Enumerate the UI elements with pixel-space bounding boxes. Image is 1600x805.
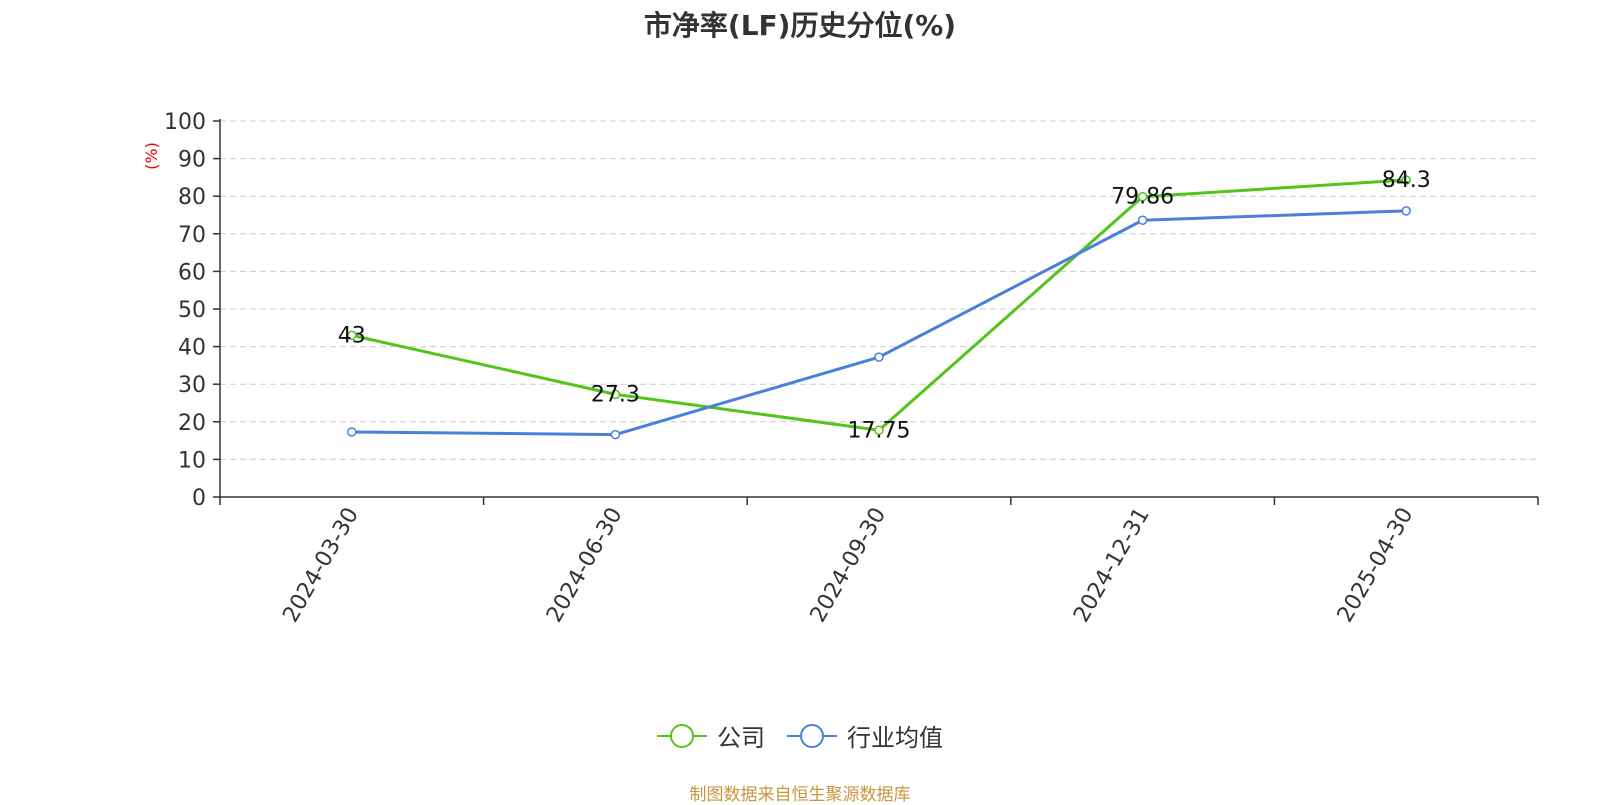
data-point-series-1 [1137, 215, 1148, 226]
data-point-series-0 [1137, 191, 1148, 202]
x-tick-label: 2024-12-31 [1069, 504, 1155, 627]
legend-label-industry-average: 行业均值 [847, 724, 943, 752]
y-tick-label: 90 [178, 148, 206, 173]
y-tick-label: 100 [164, 110, 206, 135]
y-tick-label: 50 [178, 298, 206, 323]
data-label: 43 [338, 323, 366, 348]
y-tick-label: 30 [178, 373, 206, 398]
x-tick-label: 2025-04-30 [1333, 504, 1419, 627]
chart-title: 市净率(LF)历史分位(%) [643, 9, 957, 42]
data-point-series-0 [874, 425, 884, 436]
data-point-series-0 [347, 330, 357, 341]
legend-label-company: 公司 [717, 724, 765, 752]
legend-swatch-company-icon [657, 723, 707, 748]
source-note: 制图数据来自恒生聚源数据库 [689, 785, 911, 805]
data-point-series-1 [874, 352, 884, 362]
data-label: 27.3 [591, 382, 640, 407]
y-tick-label: 20 [178, 411, 206, 436]
data-label: 84.3 [1382, 168, 1431, 193]
data-point-series-0 [610, 389, 621, 400]
data-label: 79.86 [1111, 185, 1174, 210]
data-point-series-1 [610, 429, 621, 440]
y-tick-label: 40 [178, 336, 206, 361]
x-tick-label: 2024-09-30 [806, 504, 892, 627]
y-axis-label: (%) [142, 142, 161, 170]
y-tick-label: 70 [178, 223, 206, 248]
legend-item-industry-average[interactable]: 行业均值 [787, 718, 943, 753]
y-tick-label: 80 [178, 185, 206, 210]
data-point-series-0 [1401, 175, 1411, 185]
data-label: 17.75 [848, 418, 911, 443]
legend: 公司 行业均值 [0, 718, 1600, 753]
data-point-series-1 [347, 427, 357, 437]
y-tick-label: 0 [192, 486, 206, 511]
y-tick-label: 60 [178, 260, 206, 285]
x-tick-label: 2024-03-30 [278, 504, 364, 627]
series-line-1 [351, 209, 1407, 437]
legend-item-company[interactable]: 公司 [657, 718, 765, 753]
data-point-series-1 [1401, 206, 1411, 216]
x-tick-label: 2024-06-30 [542, 504, 628, 627]
y-tick-label: 10 [178, 448, 206, 473]
legend-swatch-industry-icon [787, 723, 837, 748]
